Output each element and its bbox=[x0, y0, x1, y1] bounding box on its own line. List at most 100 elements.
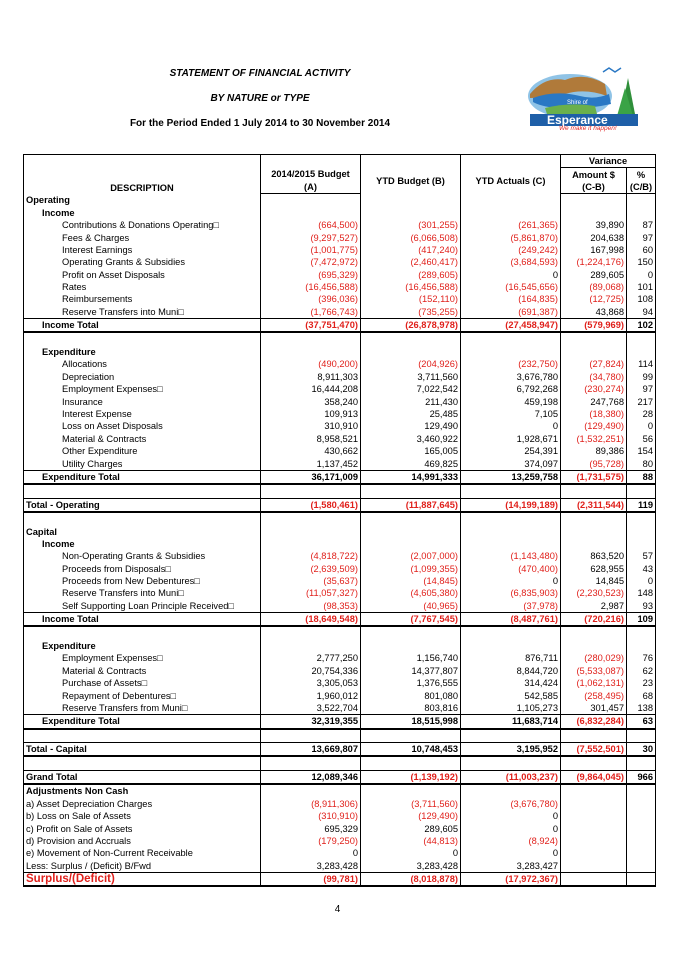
header-ytd-actuals: YTD Actuals (C) bbox=[460, 167, 561, 194]
row-label: Repayment of Debentures□ bbox=[23, 689, 261, 702]
cell-variance-pct: 217 bbox=[626, 395, 656, 408]
row-label: Expenditure bbox=[23, 639, 261, 653]
cell-ytd-actuals: (5,861,870) bbox=[460, 231, 561, 244]
cell-ytd-actuals: 0 bbox=[460, 268, 561, 281]
cell-ytd-actuals: 0 bbox=[460, 847, 561, 860]
cell-variance-amount: (18,380) bbox=[560, 407, 627, 421]
header-pct: % bbox=[626, 167, 656, 181]
cell-ytd-budget: (417,240) bbox=[360, 243, 461, 257]
header-ytd-actuals-top bbox=[460, 153, 561, 168]
cell-variance-pct: 93 bbox=[626, 599, 656, 614]
cell-variance-pct: 97 bbox=[626, 383, 656, 396]
cell-ytd-actuals bbox=[460, 525, 561, 538]
cell-ytd-budget: (8,018,878) bbox=[360, 872, 461, 888]
cell-budget: (1,766,743) bbox=[260, 305, 361, 320]
table-row: Material & Contracts 8,958,521 3,460,922 1,… bbox=[23, 432, 656, 445]
cell-variance-amount: (89,068) bbox=[560, 280, 627, 294]
table-row: Reserve Transfers from Muni□ 3,522,704 803… bbox=[23, 701, 656, 716]
header-budget: 2014/2015 Budget bbox=[260, 167, 361, 181]
cell-budget bbox=[260, 332, 361, 346]
cell-ytd-budget: (152,110) bbox=[360, 293, 461, 306]
cell-variance-pct: 56 bbox=[626, 432, 656, 445]
cell-variance-amount bbox=[560, 525, 627, 538]
cell-variance-amount: (5,533,087) bbox=[560, 664, 627, 678]
cell-ytd-actuals: 1,105,273 bbox=[460, 701, 561, 716]
cell-ytd-actuals: (1,143,480) bbox=[460, 550, 561, 563]
cell-ytd-budget bbox=[360, 332, 461, 346]
cell-ytd-budget: (129,490) bbox=[360, 809, 461, 823]
table-row: Material & Contracts 20,754,336 14,377,807… bbox=[23, 664, 656, 678]
table-row: c) Profit on Sale of Assets 695,329 289,60… bbox=[23, 822, 656, 835]
cell-ytd-actuals: (3,684,593) bbox=[460, 256, 561, 269]
cell-ytd-budget bbox=[360, 206, 461, 219]
cell-ytd-actuals: (232,750) bbox=[460, 358, 561, 371]
table-row: Depreciation 8,911,303 3,711,560 3,676,780(… bbox=[23, 370, 656, 384]
cell-ytd-budget: (301,255) bbox=[360, 218, 461, 232]
cell-ytd-budget: 1,156,740 bbox=[360, 652, 461, 665]
row-label: Surplus/(Deficit) bbox=[23, 872, 261, 888]
cell-variance-amount bbox=[560, 345, 627, 359]
cell-variance-amount bbox=[560, 822, 627, 835]
cell-ytd-budget: (2,460,417) bbox=[360, 256, 461, 269]
cell-variance-pct bbox=[626, 484, 656, 499]
cell-variance-pct bbox=[626, 847, 656, 860]
cell-budget: 32,319,355 bbox=[260, 714, 361, 730]
cell-budget bbox=[260, 626, 361, 640]
cell-budget: 0 bbox=[260, 847, 361, 860]
cell-variance-pct bbox=[626, 332, 656, 346]
cell-budget: 358,240 bbox=[260, 395, 361, 408]
cell-budget bbox=[260, 511, 361, 526]
table-row: Reserve Transfers into Muni□ (11,057,327)… bbox=[23, 587, 656, 600]
header-amount: Amount $ bbox=[560, 167, 627, 181]
table-row: d) Provision and Accruals (179,250) (44,81… bbox=[23, 834, 656, 848]
cell-ytd-actuals: (6,835,903) bbox=[460, 587, 561, 600]
cell-variance-amount bbox=[560, 809, 627, 823]
cell-ytd-budget: (6,066,508) bbox=[360, 231, 461, 244]
statement-title: STATEMENT OF FINANCIAL ACTIVITY bbox=[169, 68, 351, 79]
cell-budget: 36,171,009 bbox=[260, 470, 361, 486]
cell-budget: (35,637) bbox=[260, 574, 361, 588]
cell-ytd-budget: 803,816 bbox=[360, 701, 461, 716]
row-label: Interest Earnings bbox=[23, 243, 261, 257]
table-row: e) Movement of Non-Current Receivable 0 0 0 bbox=[23, 847, 656, 860]
cell-variance-pct: 0 bbox=[626, 268, 656, 281]
cell-variance-pct: 63 bbox=[626, 714, 656, 730]
header-ytd-budget-top bbox=[360, 153, 461, 168]
row-label: a) Asset Depreciation Charges bbox=[23, 797, 261, 810]
cell-ytd-budget: 129,490 bbox=[360, 420, 461, 433]
table-row bbox=[23, 484, 656, 499]
cell-ytd-budget: (7,767,545) bbox=[360, 612, 461, 628]
cell-ytd-budget: (16,456,588) bbox=[360, 280, 461, 294]
row-label: Proceeds from New Debentures□ bbox=[23, 574, 261, 588]
cell-ytd-actuals: 3,195,952 bbox=[460, 741, 561, 758]
row-label bbox=[23, 332, 261, 346]
table-row: Adjustments Non Cash bbox=[23, 784, 656, 798]
cell-variance-pct: 0 bbox=[626, 574, 656, 588]
cell-variance-pct: 97 bbox=[626, 231, 656, 244]
cell-variance-pct: 94 bbox=[626, 305, 656, 320]
row-label: b) Loss on Sale of Assets bbox=[23, 809, 261, 823]
cell-budget: (310,910) bbox=[260, 809, 361, 823]
cell-ytd-actuals: (261,365) bbox=[460, 218, 561, 232]
cell-ytd-actuals bbox=[460, 537, 561, 551]
cell-variance-amount bbox=[560, 332, 627, 346]
cell-variance-pct bbox=[626, 345, 656, 359]
cell-variance-pct bbox=[626, 728, 656, 743]
cell-variance-pct bbox=[626, 756, 656, 771]
cell-ytd-budget: 211,430 bbox=[360, 395, 461, 408]
cell-ytd-actuals: (470,400) bbox=[460, 562, 561, 575]
cell-variance-pct bbox=[626, 206, 656, 219]
row-label bbox=[23, 756, 261, 771]
cell-ytd-budget: (44,813) bbox=[360, 834, 461, 848]
table-row: Repayment of Debentures□ 1,960,012 801,080… bbox=[23, 689, 656, 702]
cell-variance-pct bbox=[626, 626, 656, 640]
cell-budget: 1,960,012 bbox=[260, 689, 361, 702]
cell-variance-amount bbox=[560, 626, 627, 640]
cell-ytd-budget: 3,711,560 bbox=[360, 370, 461, 384]
cell-ytd-actuals: (164,835) bbox=[460, 293, 561, 306]
cell-ytd-budget: (4,605,380) bbox=[360, 587, 461, 600]
cell-ytd-budget: 25,485 bbox=[360, 407, 461, 421]
cell-budget: (11,057,327) bbox=[260, 587, 361, 600]
cell-budget: (99,781) bbox=[260, 872, 361, 888]
row-label: e) Movement of Non-Current Receivable bbox=[23, 847, 261, 860]
